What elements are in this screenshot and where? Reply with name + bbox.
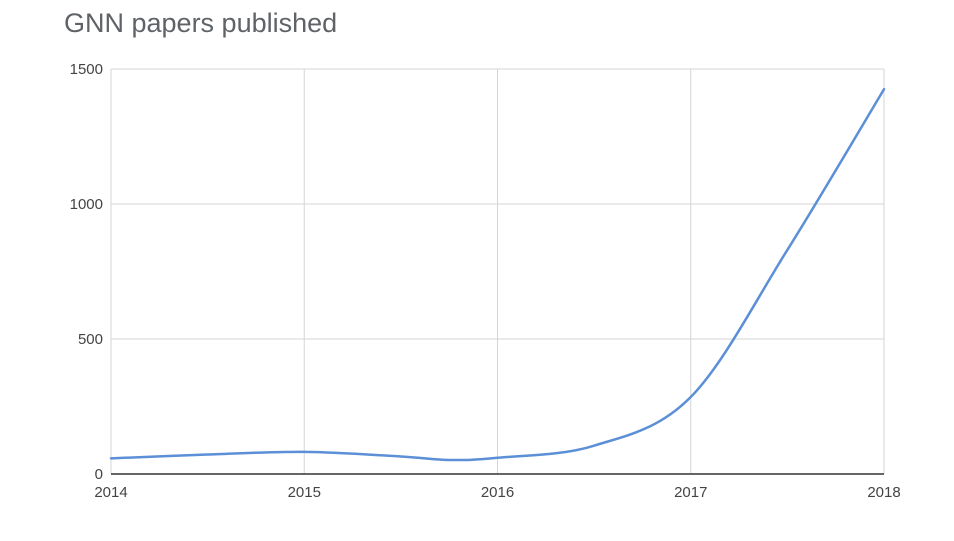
series-lines: [109, 88, 886, 462]
y-tick-label: 500: [78, 331, 103, 348]
x-tick-label: 2014: [94, 484, 127, 501]
x-tick-label: 2016: [481, 484, 514, 501]
y-tick-label: 1000: [70, 196, 103, 213]
y-tick-label: 1500: [70, 61, 103, 78]
tick-labels: 0 500 1000 1500 2014 2015 2016 2017 2018: [70, 61, 901, 501]
y-tick-label: 0: [95, 466, 103, 483]
x-tick-label: 2017: [674, 484, 707, 501]
x-tick-label: 2018: [867, 484, 900, 501]
x-tick-label: 2015: [288, 484, 321, 501]
chart-title: GNN papers published: [64, 8, 338, 38]
grid-lines: [110, 68, 885, 474]
series-line: [109, 88, 886, 462]
